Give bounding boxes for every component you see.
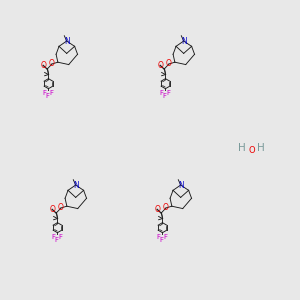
Text: N: N xyxy=(73,181,79,190)
Text: H: H xyxy=(256,142,264,153)
Text: O: O xyxy=(163,203,169,212)
Text: O: O xyxy=(58,203,64,212)
Text: O: O xyxy=(49,59,55,68)
Text: F: F xyxy=(163,93,167,99)
Text: O: O xyxy=(154,205,160,214)
Text: N: N xyxy=(181,37,187,46)
Text: F: F xyxy=(164,234,167,240)
Text: O: O xyxy=(40,61,46,70)
Text: F: F xyxy=(160,90,164,96)
Text: F: F xyxy=(167,90,170,96)
Text: F: F xyxy=(50,90,53,96)
Text: N: N xyxy=(178,181,184,190)
Text: F: F xyxy=(160,237,164,243)
Text: O: O xyxy=(248,146,255,155)
Text: F: F xyxy=(157,234,160,240)
Text: O: O xyxy=(49,205,55,214)
Text: F: F xyxy=(46,93,50,99)
Text: F: F xyxy=(55,237,59,243)
Text: O: O xyxy=(157,61,163,70)
Text: F: F xyxy=(43,90,46,96)
Text: F: F xyxy=(58,234,62,240)
Text: F: F xyxy=(52,234,56,240)
Text: N: N xyxy=(64,37,70,46)
Text: O: O xyxy=(166,59,172,68)
Text: H: H xyxy=(238,142,246,153)
